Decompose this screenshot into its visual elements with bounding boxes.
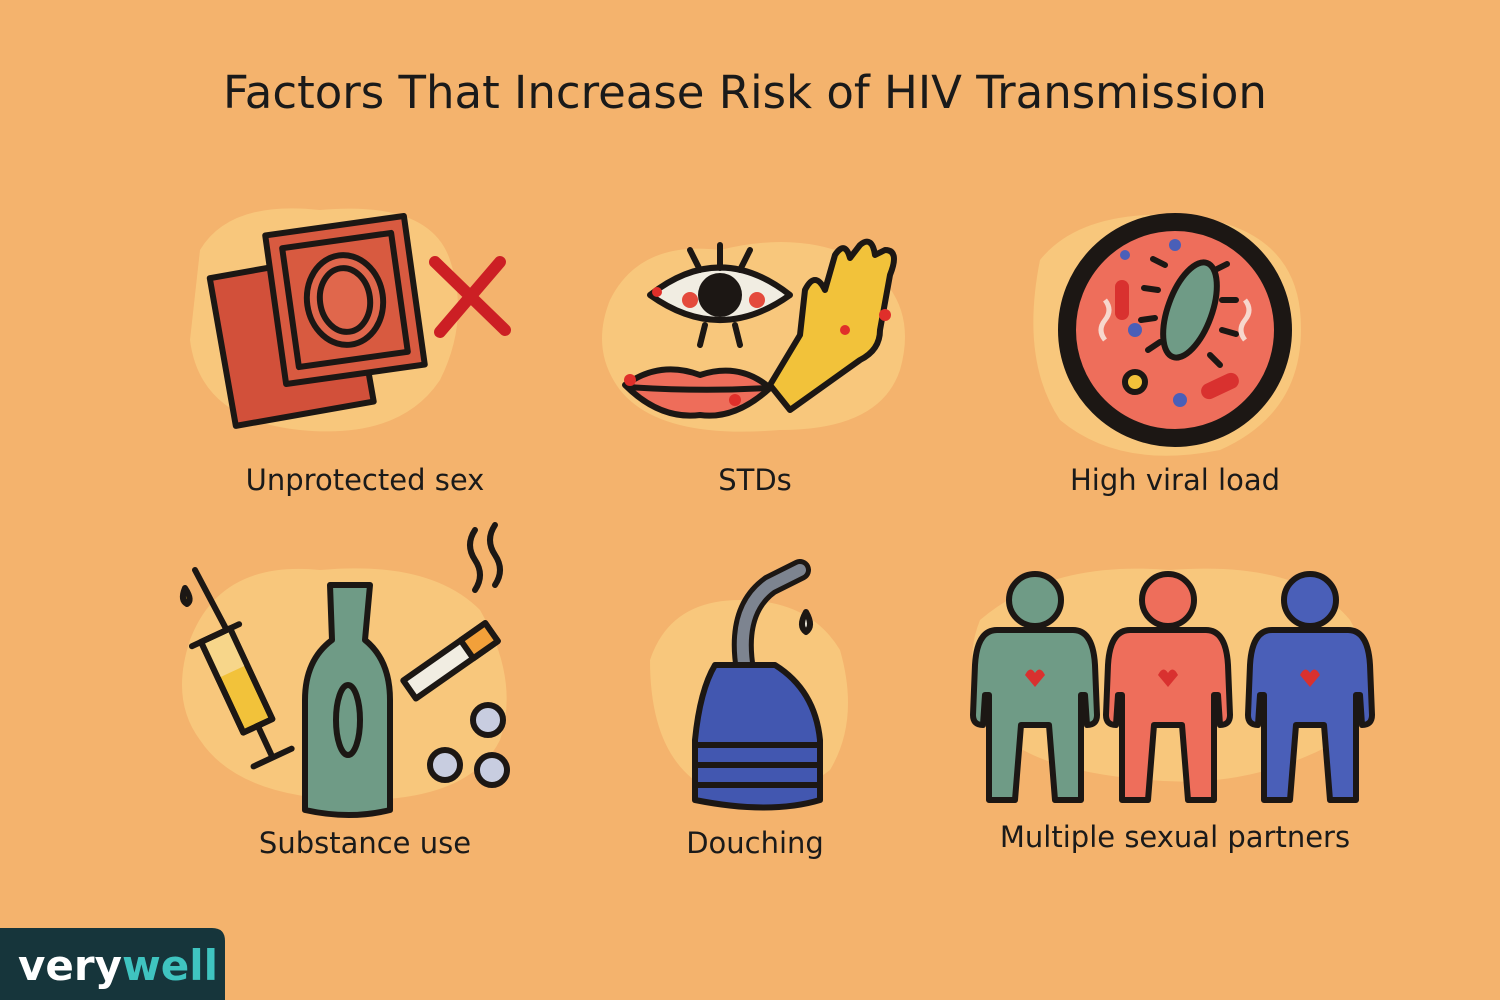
brand-second: well xyxy=(122,941,218,990)
item-label: Unprotected sex xyxy=(246,463,485,497)
item-label: Douching xyxy=(686,826,824,860)
condom-icon xyxy=(206,212,511,429)
item-label: High viral load xyxy=(1070,463,1280,497)
item-label: STDs xyxy=(718,463,792,497)
brand-badge xyxy=(0,928,225,1000)
brand-logo: verywell xyxy=(18,941,218,990)
item-label: Substance use xyxy=(259,826,471,860)
item-label: Multiple sexual partners xyxy=(1000,820,1350,854)
virus-icon xyxy=(1058,213,1292,447)
people-icon xyxy=(970,571,1375,803)
brand-first: very xyxy=(18,941,122,990)
substance-icon xyxy=(179,522,510,818)
title: Factors That Increase Risk of HIV Transm… xyxy=(223,66,1267,119)
douche-icon xyxy=(692,559,823,811)
std-icon xyxy=(622,238,897,419)
